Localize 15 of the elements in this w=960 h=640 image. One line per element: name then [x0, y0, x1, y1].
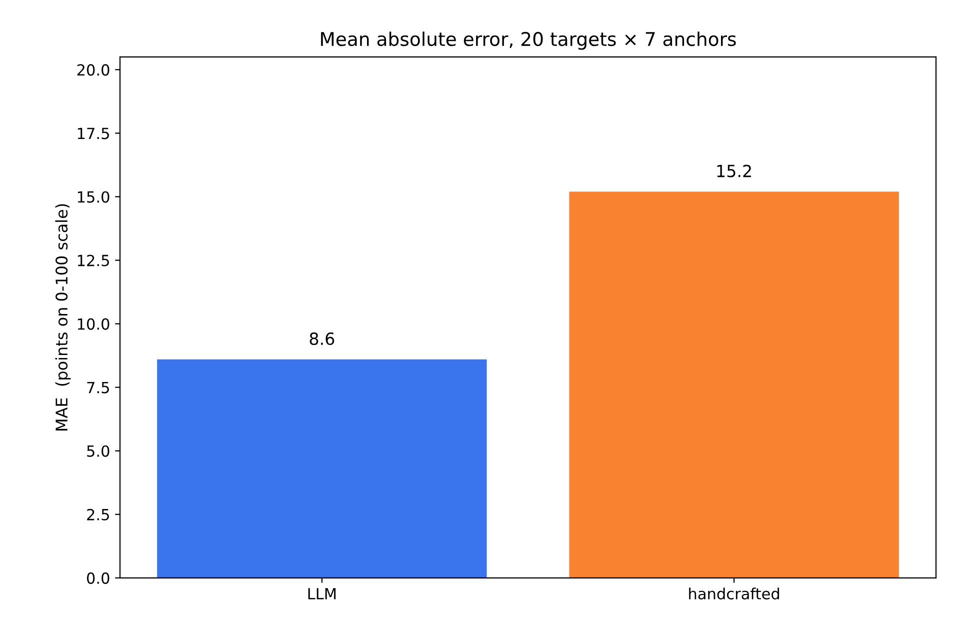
y-tick-label: 0.0: [86, 572, 110, 584]
y-tick-label: 15.0: [78, 191, 110, 203]
y-tick-label: 2.5: [87, 508, 109, 520]
y-tick-label: 10.0: [78, 318, 110, 330]
data-label: 15.2: [717, 164, 751, 178]
data-label: 8.6: [310, 332, 334, 346]
x-tick-label: LLM: [308, 588, 336, 600]
y-tick-label: 20.0: [77, 64, 110, 76]
x-tick-label: handcrafted: [689, 588, 780, 600]
chart-title: Mean absolute error, 20 targets × 7 anchors: [321, 32, 736, 50]
y-tick-label: 5.0: [87, 445, 110, 457]
y-tick-label: 12.5: [78, 254, 109, 266]
y-tick-label: 17.5: [78, 128, 109, 140]
y-tick-label: 7.5: [87, 382, 109, 394]
y-axis-title: MAE (points on 0-100 scale): [55, 204, 71, 430]
